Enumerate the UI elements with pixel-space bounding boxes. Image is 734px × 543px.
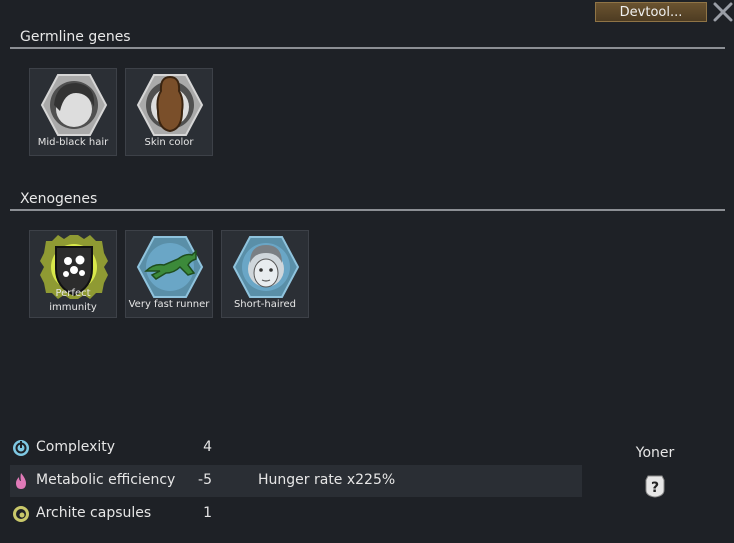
stat-note: Hunger rate x225% (258, 472, 396, 488)
skin-color-icon (136, 74, 204, 136)
immunity-shield-icon (40, 235, 108, 299)
gene-card-perfect-immunity[interactable]: Perfect immunity (29, 230, 117, 318)
hair-icon (40, 74, 108, 136)
gene-label: Very fast runner (128, 299, 210, 310)
stat-value: 4 (203, 439, 212, 455)
gene-label: Skin color (144, 137, 194, 148)
close-icon[interactable] (712, 1, 734, 23)
metabolism-icon (16, 473, 26, 489)
gene-label: Perfect immunity (49, 288, 97, 313)
stat-value: -5 (198, 472, 212, 488)
gene-label: Mid-black hair (37, 137, 109, 148)
xenogenes-divider (10, 209, 725, 211)
xenogene-list: Perfect immunity Very fast runner Short-… (29, 230, 319, 320)
gene-card-skin-color[interactable]: Skin color (125, 68, 213, 156)
stat-row-archite-capsules: Archite capsules 1 (10, 498, 582, 530)
germline-gene-list: Mid-black hair Skin color (29, 68, 229, 158)
gene-card-short-haired[interactable]: Short-haired (221, 230, 309, 318)
gene-label: Short-haired (233, 299, 297, 310)
xenogenes-title: Xenogenes (20, 191, 98, 207)
stat-value: 1 (203, 505, 212, 521)
stat-row-metabolic-efficiency: Metabolic efficiency -5 Hunger rate x225… (10, 465, 582, 497)
runner-icon (136, 236, 204, 298)
stat-row-complexity: Complexity 4 (10, 432, 582, 464)
stat-name: Complexity (36, 439, 116, 455)
svg-text:?: ? (651, 480, 659, 496)
germline-genes-title: Germline genes (20, 29, 131, 45)
xenotype-name: Yoner (635, 445, 675, 461)
germline-divider (10, 47, 725, 49)
complexity-icon (13, 440, 29, 456)
gene-card-mid-black-hair[interactable]: Mid-black hair (29, 68, 117, 156)
archite-icon (13, 506, 29, 522)
gene-card-very-fast-runner[interactable]: Very fast runner (125, 230, 213, 318)
unknown-xenotype-icon[interactable]: ? (644, 474, 666, 498)
short-fur-icon (232, 236, 300, 298)
stat-name: Archite capsules (36, 505, 152, 521)
stat-name: Metabolic efficiency (36, 472, 176, 488)
devtool-button[interactable]: Devtool... (595, 2, 707, 22)
